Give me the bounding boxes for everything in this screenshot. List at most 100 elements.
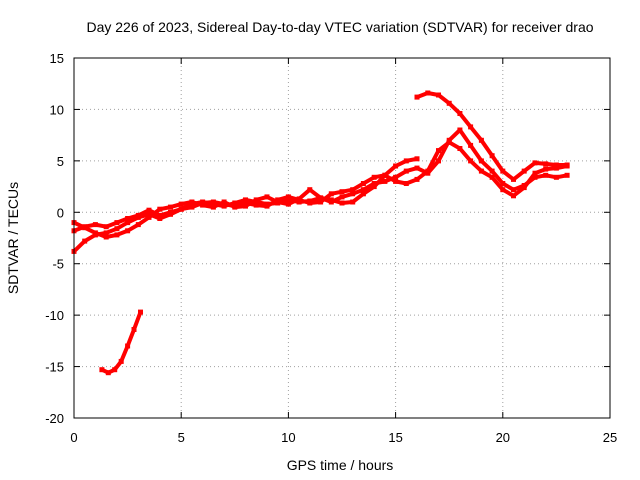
data-point — [243, 197, 248, 203]
y-axis-label: SDTVAR / TECUs — [5, 182, 21, 294]
data-point — [564, 162, 570, 168]
data-point — [189, 204, 195, 210]
data-point — [532, 160, 538, 166]
data-point — [146, 211, 152, 217]
data-point — [532, 170, 538, 176]
data-point — [500, 181, 506, 186]
data-point — [253, 202, 259, 208]
data-point — [114, 226, 120, 232]
data-point — [436, 92, 441, 98]
data-point — [403, 168, 409, 174]
y-tick-label: -20 — [45, 411, 64, 426]
data-point — [125, 343, 131, 349]
data-point — [511, 187, 516, 193]
data-point — [371, 174, 377, 180]
data-point — [414, 176, 420, 182]
data-point — [360, 181, 366, 186]
data-point — [264, 194, 270, 200]
data-point — [339, 200, 345, 206]
data-point — [468, 158, 474, 164]
data-point — [264, 203, 270, 209]
data-point — [478, 158, 484, 164]
data-point — [243, 203, 248, 209]
data-point — [157, 206, 163, 212]
data-point — [221, 201, 227, 207]
data-point — [138, 309, 143, 315]
y-tick-label: 15 — [50, 51, 64, 66]
axis-ticks: 0 5 10 15 20 25 -20 -15 -10 -5 0 5 10 15 — [45, 51, 617, 445]
y-tick-label: -15 — [45, 360, 64, 375]
data-point — [114, 232, 120, 238]
data-point — [328, 199, 334, 205]
data-point — [350, 187, 356, 193]
data-point — [92, 230, 98, 236]
data-point — [511, 176, 516, 182]
data-point — [296, 197, 302, 203]
data-point — [360, 187, 366, 193]
data-point — [436, 148, 441, 154]
data-point — [178, 206, 184, 212]
data-point — [210, 199, 216, 205]
data-point — [500, 168, 506, 174]
data-point — [371, 181, 377, 186]
data-point — [468, 142, 474, 148]
data-point — [553, 165, 559, 171]
data-point — [489, 153, 495, 159]
data-point — [118, 358, 124, 364]
data-point — [339, 194, 345, 200]
data-point — [564, 172, 570, 178]
data-point — [210, 204, 216, 210]
data-point — [553, 174, 559, 180]
data-point — [393, 178, 399, 184]
data-point — [103, 224, 109, 230]
data-point — [135, 212, 141, 218]
data-point — [232, 203, 238, 209]
data-point — [157, 216, 163, 221]
data-point — [446, 100, 452, 106]
data-point — [521, 168, 527, 174]
data-point — [489, 174, 495, 180]
data-point — [360, 191, 366, 197]
data-point — [543, 172, 549, 178]
data-point — [403, 158, 409, 164]
data-point — [125, 228, 131, 234]
y-tick-label: 0 — [57, 205, 64, 220]
data-point — [553, 162, 559, 168]
data-point — [350, 191, 356, 197]
data-point — [457, 111, 463, 116]
data-point — [393, 174, 399, 180]
data-point — [103, 234, 109, 240]
data-point — [500, 187, 506, 193]
data-point — [318, 199, 324, 205]
data-point — [478, 168, 484, 174]
data-point — [103, 230, 109, 236]
data-point — [82, 238, 88, 244]
x-tick-label: 15 — [388, 430, 402, 445]
x-tick-label: 25 — [603, 430, 617, 445]
x-tick-label: 5 — [178, 430, 185, 445]
data-point — [189, 199, 195, 205]
data-point — [425, 90, 431, 96]
data-point — [318, 195, 324, 201]
data-point — [414, 165, 420, 171]
data-point — [146, 214, 152, 220]
data-point — [521, 185, 527, 191]
data-point — [92, 222, 98, 228]
data-point — [543, 166, 549, 172]
data-point — [285, 201, 291, 207]
data-point — [543, 161, 549, 167]
data-point — [328, 191, 334, 197]
data-point — [382, 172, 388, 178]
y-tick-label: 5 — [57, 154, 64, 169]
data-point — [307, 200, 313, 206]
data-point — [489, 168, 495, 174]
data-point — [285, 194, 291, 200]
data-point — [232, 200, 238, 206]
data-point — [200, 200, 206, 206]
data-point — [168, 204, 173, 210]
data-point — [350, 199, 356, 205]
data-series-track-d — [415, 91, 570, 182]
y-tick-label: -5 — [52, 257, 64, 272]
data-point — [82, 224, 88, 230]
data-point — [446, 139, 452, 145]
